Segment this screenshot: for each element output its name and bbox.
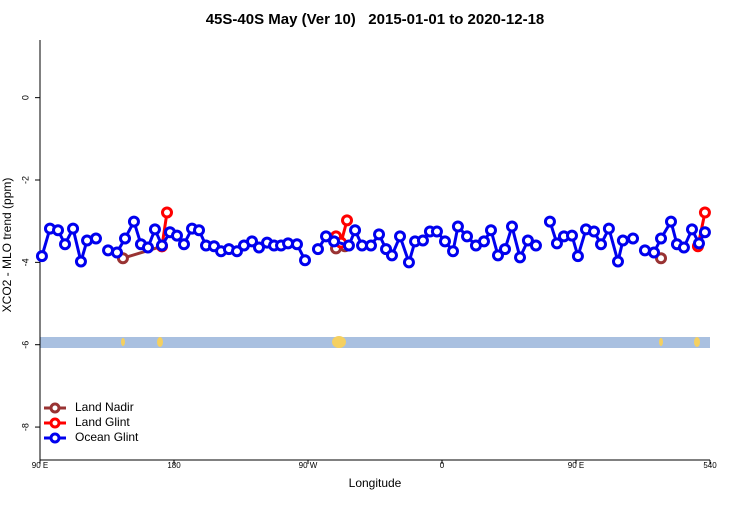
data-point [438, 235, 451, 248]
series [35, 215, 711, 269]
data-point [328, 235, 341, 248]
data-point [638, 244, 651, 257]
data-point [253, 241, 266, 254]
data-point [447, 245, 460, 258]
x-tick-label: 90 W [299, 461, 318, 470]
y-tick-label: -2 [20, 176, 30, 184]
data-point [484, 224, 497, 237]
x-tick-label: 90 E [32, 461, 48, 470]
x-tick-label: 540 [703, 461, 717, 470]
data-point [110, 246, 123, 259]
data-point [602, 222, 615, 235]
data-point [648, 246, 661, 259]
data-point [373, 228, 386, 241]
data-point [595, 238, 608, 251]
legend-marker [49, 417, 61, 429]
data-point [155, 239, 168, 252]
y-tick-label: 0 [20, 95, 30, 100]
data-point [311, 243, 324, 256]
data-point [529, 239, 542, 252]
data-point [616, 234, 629, 247]
x-tick-label: 90 E [568, 461, 584, 470]
data-point [67, 222, 80, 235]
data-point [320, 230, 333, 243]
data-point [571, 250, 584, 263]
data-point [342, 239, 355, 252]
data-point [161, 206, 174, 219]
x-axis-label: Longitude [349, 476, 402, 490]
x-tick-label: 0 [440, 461, 445, 470]
data-point [385, 249, 398, 262]
x-tick-label: 180 [167, 461, 181, 470]
data-point [170, 229, 183, 242]
data-point [35, 250, 48, 263]
data-point [677, 241, 690, 254]
data-point [341, 214, 354, 227]
data-point [349, 224, 362, 237]
data-point [119, 232, 132, 245]
legend-marker [49, 432, 61, 444]
data-point [394, 230, 407, 243]
data-point [290, 238, 303, 251]
data-point [685, 223, 698, 236]
data-point [148, 223, 161, 236]
data-point [565, 229, 578, 242]
data-point [698, 206, 711, 219]
data-point [588, 225, 601, 238]
legend-label: Land Glint [75, 415, 130, 429]
data-point [74, 255, 87, 268]
data-point [451, 220, 464, 233]
data-point [141, 241, 154, 254]
y-axis-label: XCO2 - MLO trend (ppm) [0, 178, 14, 313]
data-point [505, 220, 518, 233]
legend-label: Land Nadir [75, 400, 134, 414]
data-point [543, 215, 556, 228]
chart-title: 45S-40S May (Ver 10) 2015-01-01 to 2020-… [206, 11, 545, 28]
y-tick-label: -6 [20, 341, 30, 349]
legend-marker [49, 402, 61, 414]
data-point [177, 238, 190, 251]
data-point [127, 215, 140, 228]
data-point [698, 226, 711, 239]
data-point [655, 232, 668, 245]
data-point [299, 254, 312, 267]
legend-label: Ocean Glint [75, 430, 139, 444]
data-point [491, 249, 504, 262]
data-point [402, 256, 415, 269]
data-point [498, 243, 511, 256]
data-point [550, 237, 563, 250]
data-point [364, 239, 377, 252]
data-point [611, 255, 624, 268]
data-point [59, 238, 72, 251]
data-point [430, 225, 443, 238]
data-point [416, 234, 429, 247]
data-point [461, 230, 474, 243]
data-point [246, 235, 259, 248]
y-tick-label: -4 [20, 258, 30, 266]
y-tick-label: -8 [20, 423, 30, 431]
data-point [193, 224, 206, 237]
data-point [692, 237, 705, 250]
land-mask-strip [40, 336, 710, 348]
data-point [52, 224, 65, 237]
data-point [89, 232, 102, 245]
data-point [514, 251, 527, 264]
data-point [664, 215, 677, 228]
data-point [627, 232, 640, 245]
data-point [521, 234, 534, 247]
data-point [477, 235, 490, 248]
